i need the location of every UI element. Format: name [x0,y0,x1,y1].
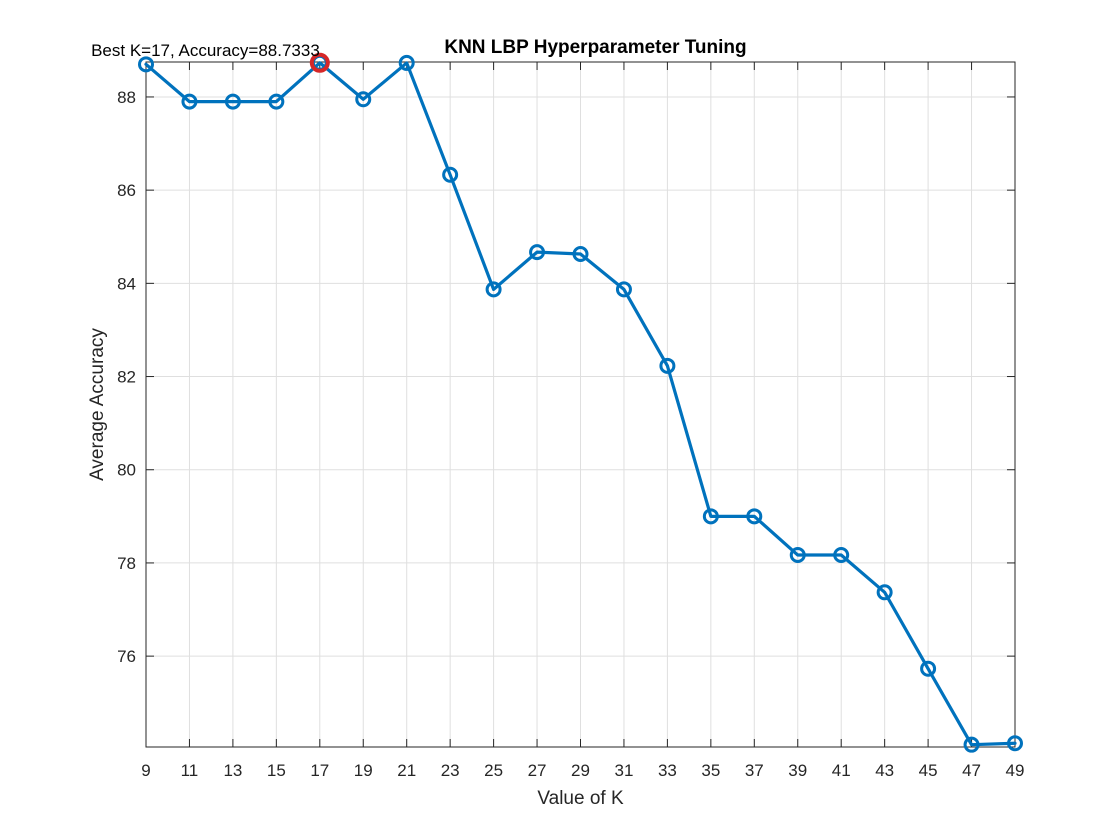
x-tick-label: 21 [397,761,416,780]
best-point-marker [309,52,330,73]
x-tick-label: 11 [181,761,199,780]
x-tick-label: 35 [701,761,720,780]
x-tick-label: 17 [310,761,329,780]
data-point [746,508,763,525]
x-tick-label: 47 [962,761,981,780]
data-point [615,281,632,298]
y-tick-label: 82 [117,368,136,387]
y-tick-label: 76 [117,647,136,666]
data-point [920,660,937,677]
data-point [355,91,372,108]
data-point [702,508,719,525]
y-tick-label: 86 [117,181,136,200]
data-point [398,54,415,71]
x-tick-label: 9 [141,761,150,780]
x-tick-label: 13 [223,761,242,780]
data-point [572,245,589,262]
x-tick-label: 45 [919,761,938,780]
x-tick-label: 29 [571,761,590,780]
data-point [181,93,198,110]
x-tick-label: 27 [528,761,547,780]
data-point [442,166,459,183]
data-point [485,281,502,298]
y-axis-label: Average Accuracy [87,328,108,481]
chart-title: KNN LBP Hyperparameter Tuning [444,37,746,58]
y-tick-label: 84 [117,274,136,293]
x-tick-label: 39 [788,761,807,780]
series-lines [144,61,1017,747]
data-point [1007,735,1023,752]
y-tick-label: 88 [117,88,136,107]
x-tick-label: 15 [267,761,286,780]
data-point [268,93,285,110]
x-tick-label: 41 [832,761,851,780]
x-tick-label: 33 [658,761,677,780]
series-line [144,61,1017,747]
data-point [659,357,676,374]
data-point [529,244,546,261]
data-point [963,736,980,753]
x-tick-label: 31 [614,761,633,780]
x-tick-label: 49 [1006,761,1025,780]
x-tick-label: 19 [354,761,373,780]
data-point [138,56,154,73]
y-tick-label: 78 [117,554,136,573]
x-tick-label: 37 [745,761,764,780]
best-k-annotation: Best K=17, Accuracy=88.7333 [91,41,320,60]
x-tick-label: 23 [441,761,460,780]
y-tick-label: 80 [117,461,136,480]
best-point-highlight [309,52,330,73]
x-axis-label: Value of K [537,788,624,809]
x-tick-label: 25 [484,761,503,780]
grid [145,62,1016,747]
data-point [224,93,241,110]
x-tick-label: 43 [875,761,894,780]
axis-ticks: 9 11 13 15 17 19 21 23 25 27 29 31 33 35 37 39 41 43 45 47 4… [117,62,1024,780]
data-point [876,584,893,601]
data-point [789,547,806,564]
data-point [833,547,850,564]
